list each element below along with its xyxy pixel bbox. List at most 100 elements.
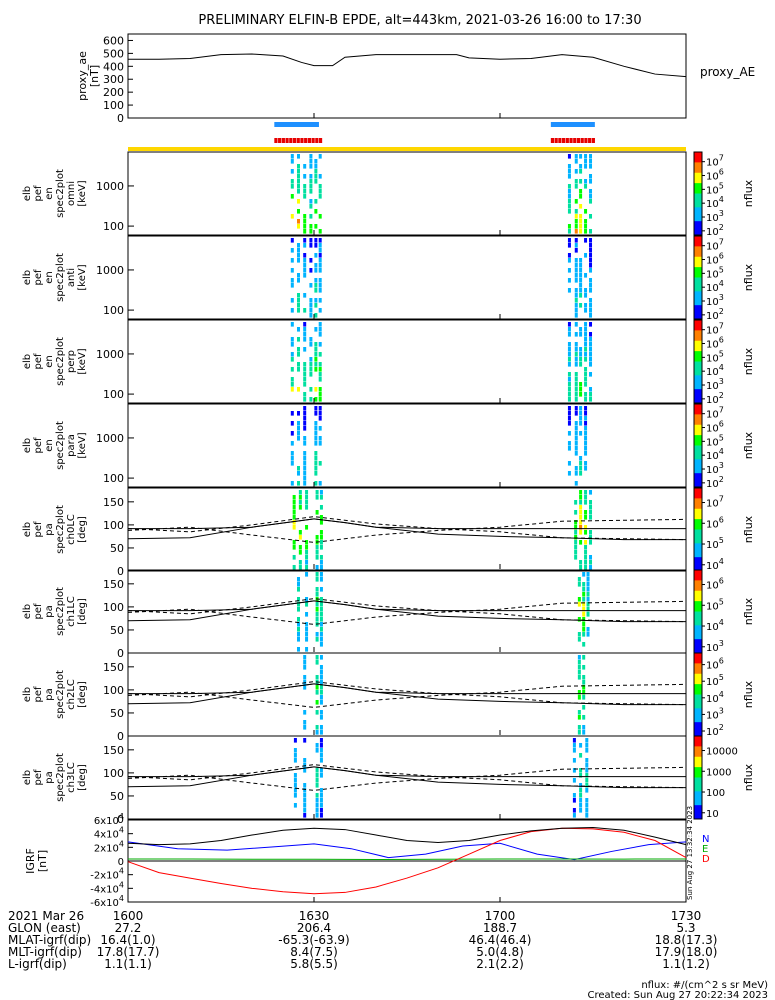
pa_ch0-dashed-line [127,518,687,543]
en_para-colorbar-cell [694,473,702,478]
pa_ch3-pixel [572,743,576,748]
en_perp-pixel [303,337,307,342]
pa_ch1-pixel [582,607,586,612]
pa_ch0-pixel [574,535,578,540]
en_perp-pixel [303,367,307,372]
pa_ch1-colorbar-cell [694,639,702,644]
en_omni-colorbar-cell [694,210,702,215]
pa_ch0-event [319,490,323,570]
pa_ch2-pixel [303,665,307,670]
en_perp-pixel [290,352,294,357]
pa_ch3-pixel [585,738,589,743]
pa_ch3-pixel [303,758,307,763]
en_omni-event [574,154,578,234]
pa_ch0-pixel [319,535,323,540]
pa_ch2-colorbar-cell [694,701,702,706]
en_para-pixel [318,441,322,446]
igrf-ytick-label: 0 [118,857,124,868]
pa_ch0-pixel [579,525,583,530]
en_omni-pixel [574,209,578,214]
pa_ch3-pixel [303,798,307,803]
pa_ch3-pixel [303,768,307,773]
red-zone-segment [315,138,319,143]
en_omni-colorbar-cell [694,162,702,167]
pa_ch0-pixel [319,490,323,495]
pa_ch3-pixel [293,753,297,758]
pa_ch3-pixel [319,758,323,763]
pa_ch0-colorbar-label: nflux [742,515,755,543]
pa_ch1-colorbar-cell [694,608,702,612]
en_perp-event [314,327,318,402]
en_para-pixel [574,481,578,486]
en_omni-event [584,154,588,234]
pa_ch0-pixel [579,540,583,545]
en_anti-pixel [297,298,300,303]
pa_ch3-ytick-label: 100 [103,767,124,780]
en_para-colorbar-frame [693,403,703,488]
en_omni-pixel [589,174,593,179]
pa_ch0-pixel [579,515,583,520]
en_para-pixel [584,411,588,416]
pa_ch2-pixel [315,725,319,730]
pa_ch2-pixel [577,690,581,695]
pa_ch0-pixel [305,565,309,570]
footer-row-value: 18.8(17.3) [655,933,718,947]
pa_ch2-colorbar-tick-label: 105 [706,673,724,688]
en_para-pixel [290,456,294,461]
pa_ch0-pixel [589,500,593,505]
pa_ch3-pixel [315,783,319,788]
pa_ch2-pixel [582,690,586,695]
en_anti-pixel [567,238,571,243]
pa_ch0-pixel [574,510,578,515]
en_perp-pixel [314,357,318,362]
pa_ch0-pixel [292,525,296,530]
en_omni-pixel [318,194,322,199]
en_perp-pixel [579,352,583,357]
en_para-pixel [584,461,588,466]
pa_ch0-event [292,495,296,570]
pa_ch3-pixel [585,798,589,803]
en_omni-pixel [567,174,571,179]
pa_ch0-pixel [319,505,323,510]
en_anti-pixel [318,298,322,303]
pa_ch0-event [574,500,578,560]
en_perp-pixel [574,342,578,347]
pa_ch0-pixel [319,495,323,500]
en_omni-pixel [584,164,588,169]
en_omni-pixel [303,229,307,234]
en_perp-pixel [290,322,294,327]
pa_ch3-pixel [319,748,323,753]
en_omni-pixel [589,194,593,199]
pa_ch3-colorbar-cell [694,784,702,789]
en_perp-colorbar-tick-label: 103 [706,377,724,392]
en_omni-colorbar-cell [694,186,702,191]
pa_ch2-colorbar-cell [694,722,702,727]
en_omni-event [290,154,294,219]
en_omni-pixel [584,154,588,159]
en_omni-pixel [567,169,571,174]
pa_ch2-pixel [303,675,307,680]
en_anti-pixel [303,258,307,263]
igrf-legend-N: N [702,834,709,845]
en_anti-pixel [574,308,578,313]
en_omni-pixel [589,214,593,219]
pa_ch2-pixel [577,655,581,660]
en_omni-pixel [297,209,300,214]
en_omni-pixel [314,169,318,174]
pa_ch2-colorbar-cell [694,684,702,689]
en_perp-pixel [584,382,588,387]
en_anti-pixel [318,283,322,288]
pa_ch0-pixel [584,525,588,530]
pa_ch3-pixel [585,778,589,783]
en_para-colorbar-cell [694,421,702,426]
en_perp-pixel [290,377,294,382]
en_omni-pixel [584,159,588,164]
pa_ch1-pixel [305,632,309,637]
en_anti-pixel [589,303,593,308]
en_omni-colorbar-cell [694,190,702,194]
footer-row-value: 1.1(1.2) [662,957,710,971]
pa_ch1-pixel [586,607,590,612]
en_omni-pixel [574,154,578,159]
pa_ch1-event [577,577,581,642]
